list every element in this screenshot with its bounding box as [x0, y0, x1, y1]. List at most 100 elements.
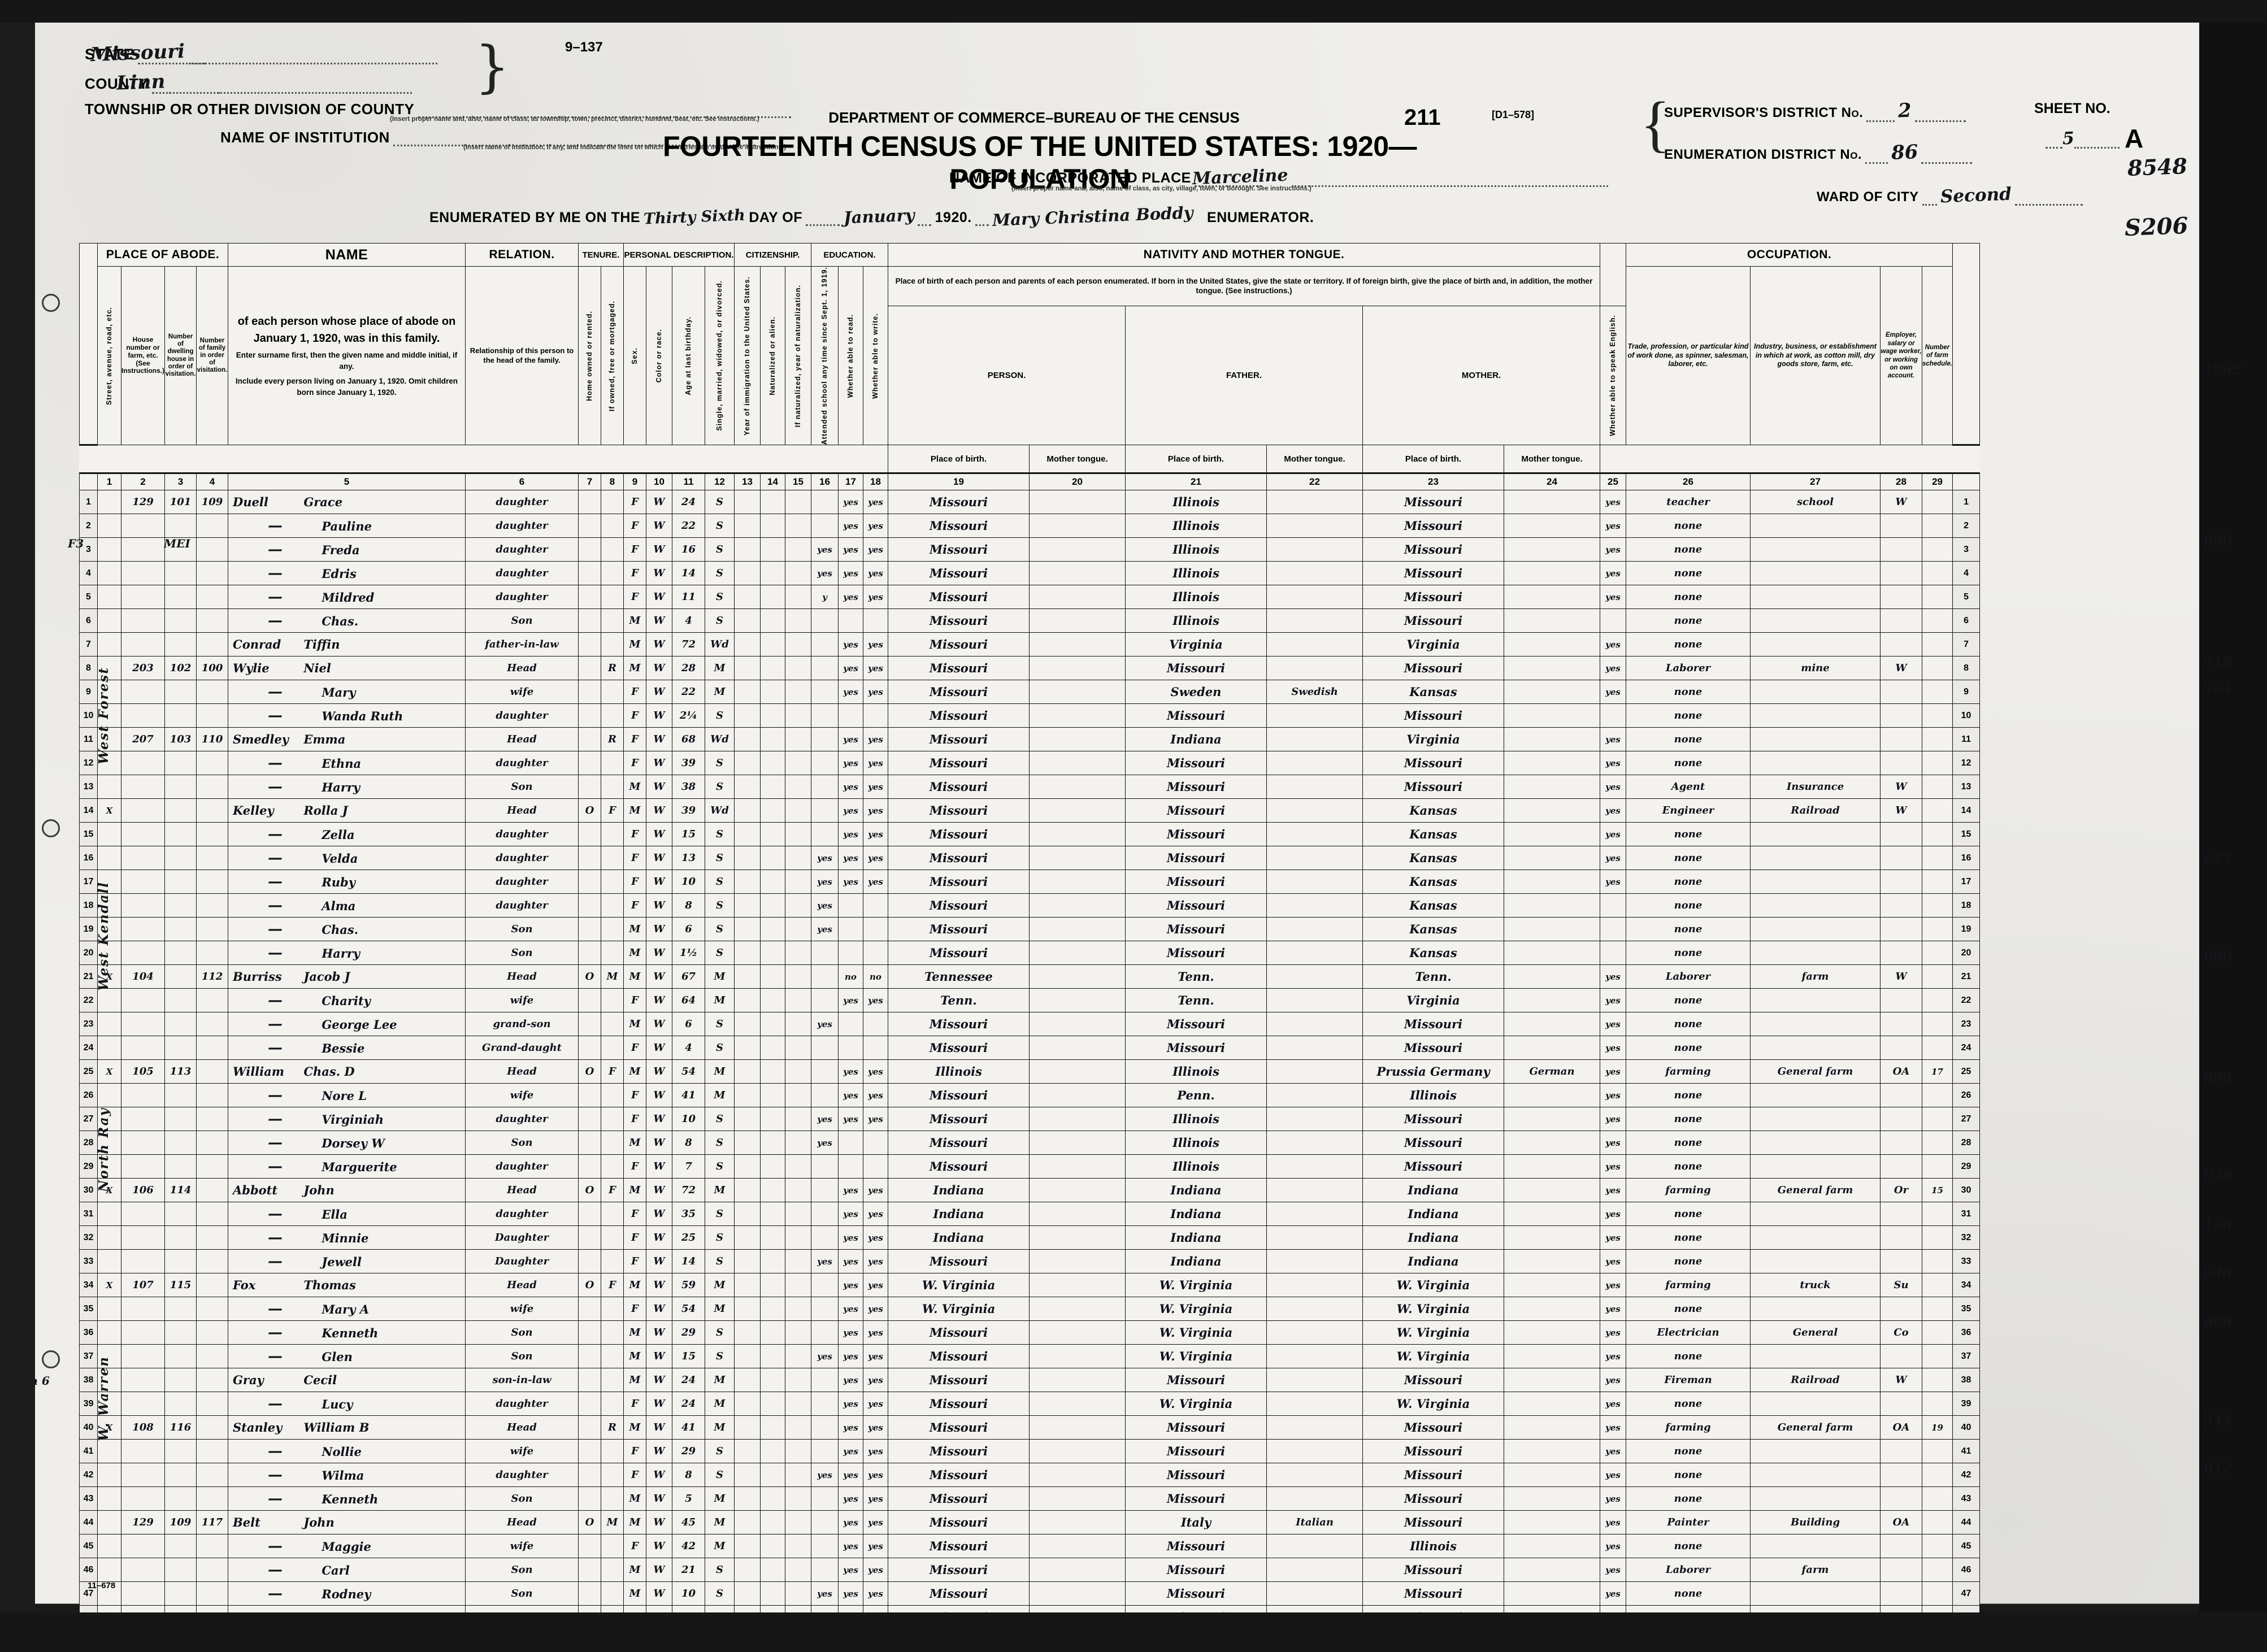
given-name: Niel — [303, 661, 331, 676]
cell-able-read: yes — [838, 1534, 863, 1559]
given-name: Chas. — [322, 614, 359, 628]
incorporated-place-value: Marceline — [1192, 165, 1289, 189]
cell-person-birthplace: Missouri — [888, 1581, 1030, 1606]
cell-person-mother-tongue — [1029, 608, 1126, 633]
cell-speak-english: yes — [1600, 1012, 1626, 1037]
colnum-24: 24 — [1504, 472, 1600, 491]
cell-dwelling-number — [164, 1368, 197, 1393]
surname: — — [268, 564, 283, 582]
cell-industry — [1750, 1463, 1881, 1488]
cell-able-read: yes — [838, 656, 863, 681]
cell-color-race: W — [646, 751, 672, 776]
cell-age: 38 — [672, 775, 705, 799]
surname: — — [268, 1442, 283, 1460]
cell-mother-mother-tongue — [1504, 1558, 1600, 1583]
cell-dwelling-number: 114 — [164, 1178, 197, 1203]
cell-street: X — [97, 1273, 121, 1298]
surname: — — [268, 1134, 283, 1151]
cell-person-birthplace: Tenn. — [888, 988, 1030, 1013]
cell-naturalized — [760, 1581, 785, 1606]
cell-home-owned — [578, 727, 601, 752]
cell-employer-class — [1880, 1154, 1922, 1179]
colnum-25: 25 — [1600, 472, 1626, 491]
surname: — — [268, 1039, 283, 1057]
form-number: 9–137 — [565, 40, 603, 55]
cell-relation: Head — [465, 1273, 579, 1298]
father-place-of-birth-label: Place of birth. — [1125, 445, 1267, 474]
cell-mother-birthplace: Missouri — [1362, 514, 1504, 538]
cell-person-name: — Maggie — [228, 1534, 466, 1559]
cell-father-mother-tongue — [1266, 1486, 1363, 1511]
cell-person-name: — Ruby — [228, 870, 466, 894]
cell-able-write: yes — [863, 870, 888, 894]
cell-trade: none — [1626, 751, 1751, 776]
ledger-number: 646 — [2204, 1264, 2233, 1281]
cell-father-mother-tongue — [1266, 1439, 1363, 1464]
cell-sex: F — [623, 585, 646, 610]
cell-person-name: Stanley William B — [228, 1415, 466, 1440]
punch-hole-top — [42, 294, 60, 312]
cell-sex: F — [623, 846, 646, 871]
cell-mother-mother-tongue — [1504, 1486, 1600, 1511]
row-number-right: 24 — [1952, 1036, 1981, 1060]
cell-mother-birthplace: W. Virginia — [1362, 1320, 1504, 1345]
cell-dwelling-number — [164, 1534, 197, 1559]
cell-mother-mother-tongue — [1504, 561, 1600, 586]
cell-employer-class: W — [1880, 490, 1922, 515]
cell-farm-schedule — [1921, 988, 1953, 1013]
cell-father-mother-tongue — [1266, 727, 1363, 752]
cell-industry — [1750, 1225, 1881, 1250]
cell-able-write: yes — [863, 1368, 888, 1393]
cell-color-race: W — [646, 1415, 672, 1440]
cell-trade: Fireman — [1626, 1368, 1751, 1393]
cell-able-read: yes — [838, 1486, 863, 1511]
cell-street — [97, 1486, 121, 1511]
colnum-2: 2 — [121, 472, 165, 491]
cell-street — [97, 1202, 121, 1227]
margin-note: MEI — [164, 537, 190, 550]
cell-attended-school: yes — [811, 1131, 839, 1155]
cell-naturalization-year — [785, 1344, 811, 1369]
cell-person-name: — Glen — [228, 1344, 466, 1369]
cell-speak-english: yes — [1600, 1463, 1626, 1488]
cell-attended-school — [811, 1439, 839, 1464]
cell-person-birthplace: Missouri — [888, 561, 1030, 586]
group-education: EDUCATION. — [811, 243, 888, 267]
cell-sex: M — [623, 1510, 646, 1535]
cell-sex: M — [623, 964, 646, 989]
colnum-19: 19 — [888, 472, 1030, 491]
cell-employer-class: OA — [1880, 1510, 1922, 1535]
cell-dwelling-number — [164, 585, 197, 610]
cell-father-birthplace: Italy — [1125, 1510, 1267, 1535]
cell-able-write — [863, 1131, 888, 1155]
col-farm-schedule-instructions: Number of farm schedule. — [1921, 266, 1953, 446]
cell-street — [97, 775, 121, 799]
cell-immigration-year — [734, 656, 761, 681]
cell-street — [97, 703, 121, 728]
given-name: Maggie — [322, 1539, 371, 1554]
cell-farm-schedule — [1921, 1297, 1953, 1321]
cell-family-number — [196, 585, 228, 610]
cell-color-race: W — [646, 988, 672, 1013]
institution-note: (Insert name of institution, if any, and… — [463, 144, 787, 151]
cell-mother-mother-tongue — [1504, 727, 1600, 752]
cell-house-number — [121, 632, 165, 657]
cell-father-birthplace: Missouri — [1125, 1581, 1267, 1606]
cell-dwelling-number — [164, 1392, 197, 1416]
cell-father-birthplace: Illinois — [1125, 585, 1267, 610]
cell-owned-free — [601, 775, 624, 799]
colnum-21: 21 — [1125, 472, 1267, 491]
cell-owned-free — [601, 490, 624, 515]
cell-street — [97, 608, 121, 633]
cell-speak-english: yes — [1600, 988, 1626, 1013]
census-table: PLACE OF ABODE. NAME RELATION. TENURE. P… — [79, 242, 1981, 1652]
mother-place-of-birth-label: Place of birth. — [1362, 445, 1504, 474]
cell-speak-english: yes — [1600, 1059, 1626, 1084]
cell-trade: farming — [1626, 1178, 1751, 1203]
cell-house-number — [121, 941, 165, 966]
cell-employer-class: Or — [1880, 1178, 1922, 1203]
row-number-right: 40 — [1952, 1415, 1981, 1440]
cell-age: 59 — [672, 1273, 705, 1298]
colnum-6: 6 — [465, 472, 579, 491]
